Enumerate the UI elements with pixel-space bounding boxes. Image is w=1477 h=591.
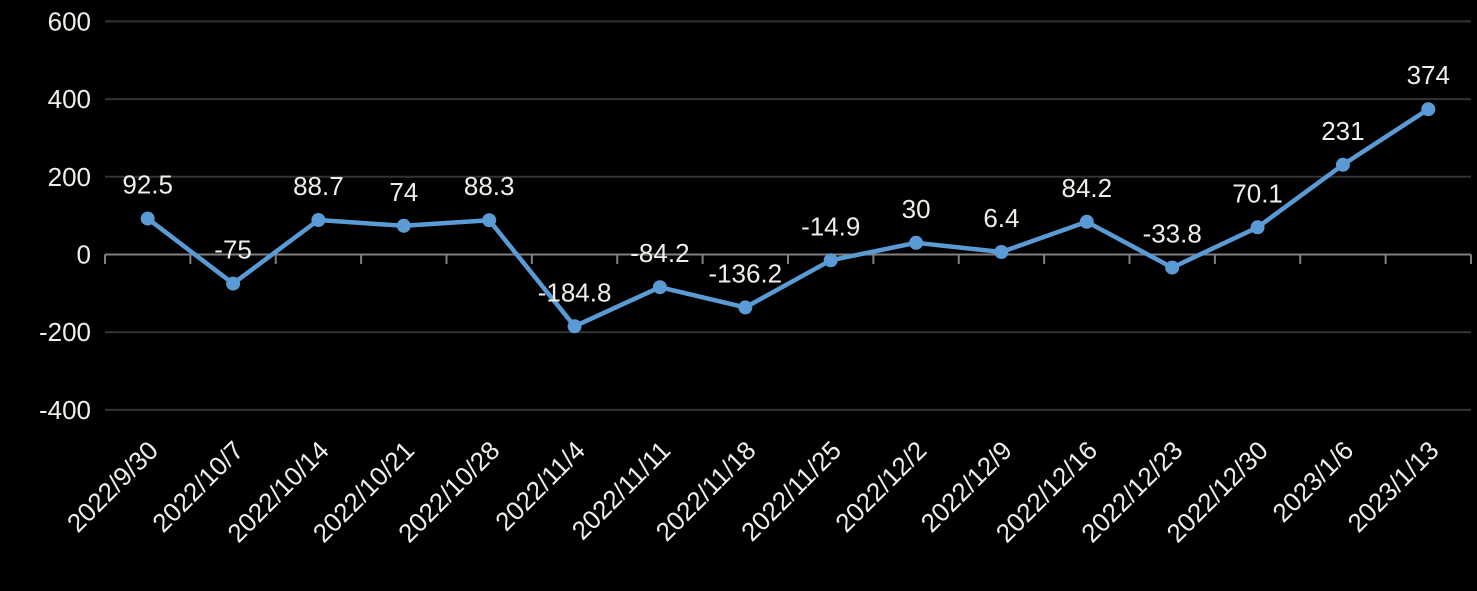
data-label: 88.3 xyxy=(464,171,515,201)
data-point-marker xyxy=(994,245,1009,259)
data-point-marker xyxy=(396,218,411,233)
x-axis-tick-label: 2022/12/2 xyxy=(829,435,932,538)
x-axis-tick-label: 2023/1/13 xyxy=(1342,435,1445,538)
data-point-marker xyxy=(226,276,241,291)
data-label: 92.5 xyxy=(122,170,173,200)
data-label: 374 xyxy=(1407,60,1450,90)
y-axis-tick-label: 600 xyxy=(48,6,91,36)
data-point-marker xyxy=(738,300,753,315)
data-label: -75 xyxy=(214,235,252,265)
data-point-marker xyxy=(909,235,924,250)
data-point-marker xyxy=(311,213,326,227)
data-label: -14.9 xyxy=(801,211,860,241)
y-axis-tick-label: 0 xyxy=(77,240,91,270)
series-line xyxy=(145,106,1431,329)
data-point-marker xyxy=(652,280,667,295)
data-point-marker xyxy=(1250,220,1265,235)
data-point-marker xyxy=(1421,102,1436,117)
data-point-marker xyxy=(1079,214,1094,229)
data-point-marker xyxy=(1165,260,1180,275)
data-point-marker xyxy=(823,253,838,268)
data-label: 88.7 xyxy=(293,171,344,201)
data-label: 74 xyxy=(389,177,418,207)
data-label: -136.2 xyxy=(708,258,782,288)
data-label: 70.1 xyxy=(1232,178,1283,208)
y-axis-tick-label: -200 xyxy=(39,317,91,347)
data-label: -184.8 xyxy=(538,277,612,307)
y-axis-tick-label: 200 xyxy=(48,162,91,192)
data-point-marker xyxy=(1335,157,1350,172)
data-label: 84.2 xyxy=(1061,173,1112,203)
data-label: -84.2 xyxy=(630,238,689,268)
data-label: 6.4 xyxy=(983,203,1019,233)
data-point-marker xyxy=(140,211,155,226)
data-point-marker xyxy=(482,213,497,228)
data-label: 30 xyxy=(902,194,931,224)
data-point-marker xyxy=(567,319,582,334)
y-axis-tick-label: -400 xyxy=(39,395,91,425)
y-axis-tick-label: 400 xyxy=(48,84,91,114)
data-label: -33.8 xyxy=(1143,219,1202,249)
data-label: 231 xyxy=(1321,116,1364,146)
x-axis-tick-label: 2022/9/30 xyxy=(61,435,164,538)
